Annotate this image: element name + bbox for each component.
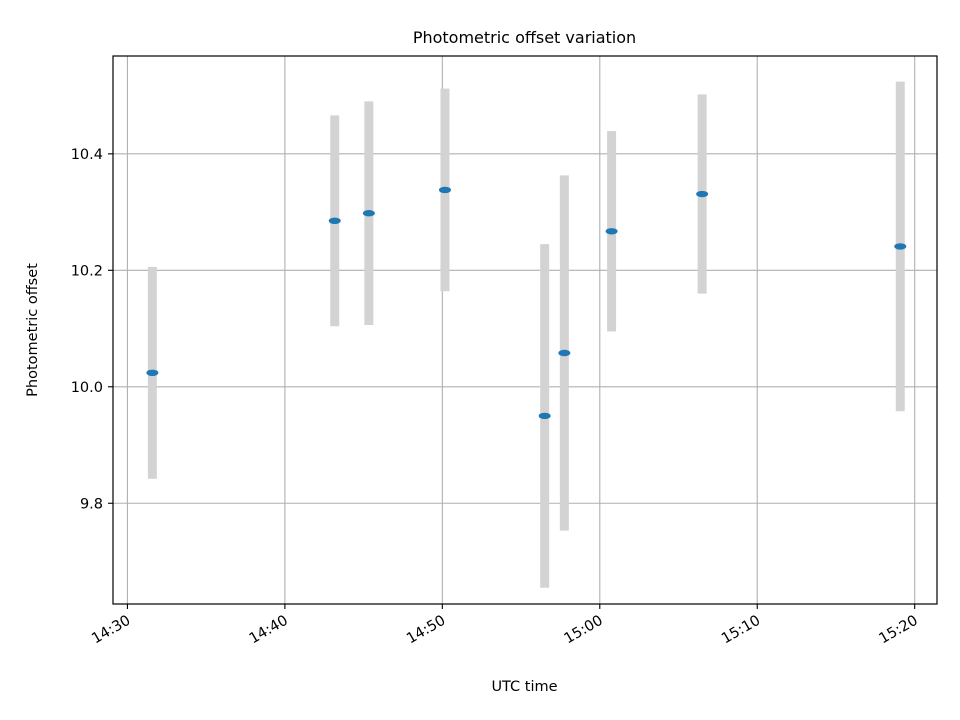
data-point [362,210,375,217]
plot-frame [112,55,938,605]
chart-title: Photometric offset variation [413,28,636,47]
data-point [146,369,159,377]
data-point [696,190,709,198]
data-point [438,186,451,194]
data-point [605,228,618,235]
data-point [558,349,571,357]
data-point [328,217,341,225]
y-axis-label: Photometric offset [25,263,41,397]
data-point [538,412,551,420]
y-tick-label: 9.8 [80,496,103,512]
y-tick-label: 10.4 [71,147,103,163]
y-tick-label: 10.2 [71,263,103,279]
data-point [894,243,907,250]
y-tick-label: 10.0 [71,380,103,396]
x-axis-label: UTC time [491,679,557,695]
y-axis-ticks: 9.8 10.0 10.2 10.4 [71,147,113,512]
data-points [146,186,907,420]
